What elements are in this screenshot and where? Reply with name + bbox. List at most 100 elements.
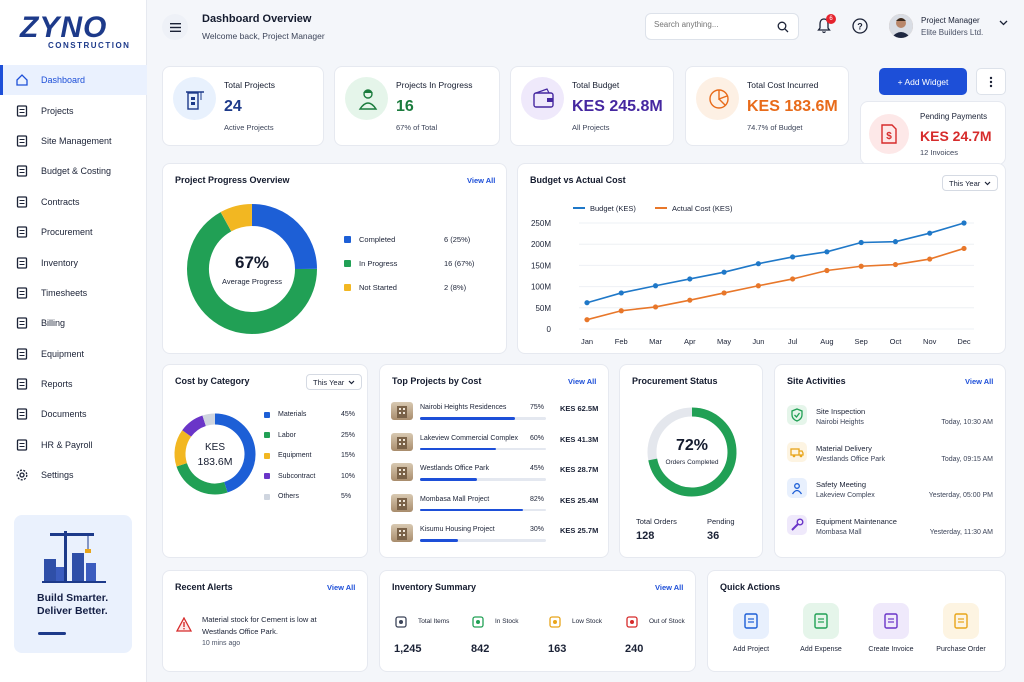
search-input[interactable] — [654, 20, 774, 29]
help-icon[interactable]: ? — [852, 18, 868, 34]
project-name[interactable]: Mombasa Mall Project — [420, 495, 490, 503]
cost-donut-chart — [174, 413, 256, 495]
quick-action-icon — [814, 613, 828, 629]
legend-label: Labor — [278, 431, 296, 439]
chevron-down-icon — [348, 380, 355, 384]
legend-item: Equipment — [264, 452, 311, 459]
view-all-link[interactable]: View All — [568, 377, 597, 386]
view-all-link[interactable]: View All — [655, 583, 684, 592]
sidebar-item-budget-costing[interactable]: Budget & Costing — [0, 156, 147, 186]
data-point — [755, 283, 761, 289]
quick-action-label: Purchase Order — [936, 646, 986, 653]
sidebar-item-site-management[interactable]: Site Management — [0, 126, 147, 156]
stat-value: 16 — [396, 98, 414, 115]
view-all-link[interactable]: View All — [327, 583, 356, 592]
project-name[interactable]: Westlands Office Park — [420, 465, 489, 472]
quick-action-purchase-order-button[interactable] — [943, 603, 979, 639]
project-name[interactable]: Kisumu Housing Project — [420, 526, 495, 533]
stat-sub: 74.7% of Budget — [747, 123, 803, 132]
stat-card-total-budget[interactable]: Total Budget KES 245.8M All Projects — [510, 66, 674, 146]
truck-icon — [472, 616, 484, 628]
x-tick-label: Apr — [684, 337, 696, 346]
add-widget-button[interactable]: + Add Widget — [879, 68, 967, 95]
sidebar-item-contracts[interactable]: Contracts — [0, 187, 147, 217]
quick-action-add-project-button[interactable] — [733, 603, 769, 639]
data-point — [618, 308, 624, 314]
menu-toggle-button[interactable] — [162, 14, 188, 40]
more-options-button[interactable] — [976, 68, 1006, 95]
stat-card-projects-in-progress[interactable]: Projects In Progress 16 67% of Total — [334, 66, 500, 146]
activity-time: Yesterday, 11:30 AM — [929, 528, 993, 536]
reports-icon-wrap — [16, 378, 28, 390]
card-title: Cost by Category — [175, 376, 250, 386]
progress-donut-chart — [187, 204, 317, 334]
sidebar-item-label: Procurement — [41, 227, 93, 238]
contract-icon — [16, 196, 28, 208]
quick-action-create-invoice-button[interactable] — [873, 603, 909, 639]
inventory-icon-wrap — [625, 615, 639, 629]
sidebar-item-label: HR & Payroll — [41, 439, 93, 450]
pending-orders-label: Pending — [707, 517, 735, 526]
budget-line-chart: 250M 200M 150M 100M 50M 0 Jan Feb Mar Apr May Jun Ju… — [531, 204, 974, 346]
activity-title[interactable]: Site Inspection — [816, 407, 866, 416]
stat-label: Total Budget — [572, 80, 620, 90]
search-box — [645, 13, 799, 40]
activity-title[interactable]: Equipment Maintenance — [816, 516, 897, 526]
stat-icon-wrap — [696, 77, 739, 120]
activity-title[interactable]: Safety Meeting — [816, 480, 867, 489]
project-name[interactable]: Nairobi Heights Residences — [420, 404, 507, 411]
pending-payments-card[interactable]: $ Pending Payments KES 24.7M 12 Invoices — [860, 101, 1006, 165]
project-cost: KES 25.4M — [560, 495, 599, 505]
stat-card-total-projects[interactable]: Total Projects 24 Active Projects — [162, 66, 324, 146]
brand-logo[interactable]: ZYNO CONSTRUCTION — [20, 13, 130, 51]
view-all-link[interactable]: View All — [467, 176, 496, 185]
chevron-down-icon[interactable] — [999, 20, 1008, 26]
sidebar-item-dashboard[interactable]: Dashboard — [0, 65, 147, 96]
project-name[interactable]: Lakeview Commercial Complex — [420, 434, 519, 442]
activity-time: Today, 10:30 AM — [941, 419, 993, 426]
project-percent: 30% — [530, 526, 545, 533]
legend-swatch — [264, 473, 270, 479]
total-orders-value: 128 — [636, 530, 655, 542]
period-value: This Year — [313, 377, 345, 387]
sidebar-item-equipment[interactable]: Equipment — [0, 339, 147, 369]
stat-card-total-cost-incurred[interactable]: Total Cost Incurred KES 183.6M 74.7% of Bu… — [685, 66, 849, 146]
sidebar-item-hr-payroll[interactable]: HR & Payroll — [0, 430, 147, 460]
project-thumbnail — [391, 402, 413, 420]
progress-slice-completed — [251, 204, 317, 270]
card-title: Quick Actions — [720, 582, 781, 592]
sidebar-item-billing[interactable]: Billing — [0, 308, 147, 338]
svg-text:$: $ — [886, 131, 892, 142]
view-all-link[interactable]: View All — [965, 377, 994, 386]
legend-label: In Progress — [359, 259, 398, 268]
project-progress-bar — [420, 508, 546, 511]
cost-slice-labor — [176, 462, 228, 495]
legend-value: 10% — [341, 472, 356, 480]
sidebar-item-projects[interactable]: Projects — [0, 95, 147, 125]
sidebar-item-procurement[interactable]: Procurement — [0, 217, 147, 247]
sidebar-item-settings[interactable]: Settings — [0, 460, 147, 490]
period-select[interactable]: This Year — [306, 374, 363, 390]
inventory-value: 240 — [625, 643, 644, 655]
sidebar-item-reports[interactable]: Reports — [0, 369, 147, 399]
data-point — [927, 230, 933, 236]
legend-item: In Progress — [344, 259, 397, 268]
card-title: Budget vs Actual Cost — [530, 175, 626, 185]
x-tick-label: Jul — [788, 337, 798, 346]
stat-sub: 67% of Total — [396, 123, 438, 132]
quick-action-add-expense-button[interactable] — [803, 603, 839, 639]
sidebar-item-timesheets[interactable]: Timesheets — [0, 278, 147, 308]
series-line-budget — [586, 222, 965, 304]
data-point — [721, 290, 727, 296]
period-select[interactable]: This Year — [942, 175, 999, 191]
activity-title[interactable]: Material Delivery — [816, 443, 872, 453]
stat-label: Projects In Progress — [396, 80, 473, 90]
search-icon[interactable] — [777, 21, 789, 33]
sidebar-item-label: Contracts — [41, 196, 80, 207]
inventory-summary-card: Inventory Summary View All Total Items 1,… — [379, 570, 696, 672]
sidebar-item-inventory[interactable]: Inventory — [0, 247, 147, 277]
avatar[interactable] — [889, 14, 913, 38]
legend-value: 25% — [341, 431, 356, 439]
sidebar-item-documents[interactable]: Documents — [0, 399, 147, 429]
legend-value: 16 (67%) — [444, 259, 475, 268]
